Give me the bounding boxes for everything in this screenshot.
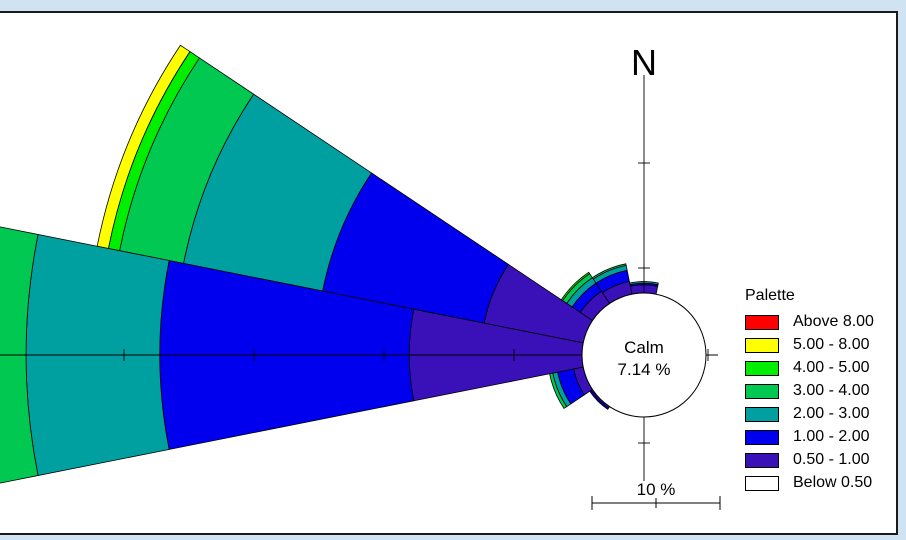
legend-label: 4.00 - 5.00 xyxy=(793,359,870,376)
legend-label: 0.50 - 1.00 xyxy=(793,451,870,468)
legend-label: Above 8.00 xyxy=(793,313,874,330)
legend-label: 2.00 - 3.00 xyxy=(793,405,870,422)
north-label: N xyxy=(631,42,657,83)
legend-label: 1.00 - 2.00 xyxy=(793,428,870,445)
legend-swatch xyxy=(745,315,779,330)
calm-label: Calm xyxy=(624,338,664,357)
legend-title: Palette xyxy=(745,287,795,304)
petal-sw-band-2 xyxy=(589,389,610,410)
wind-rose-chart: Calm 7.14 % N 10 % xyxy=(0,42,721,510)
calm-circle xyxy=(581,292,707,418)
petal-nnw-band-4 xyxy=(591,263,627,280)
legend-swatch xyxy=(745,361,779,376)
chart-frame: Calm 7.14 % N 10 % Palette Above 8.00 5.0… xyxy=(0,11,898,535)
legend-swatch xyxy=(745,453,779,468)
legend-swatch xyxy=(745,476,779,491)
petal-wnw-band-6 xyxy=(96,44,191,249)
legend-label: 3.00 - 4.00 xyxy=(793,382,870,399)
legend-label: Below 0.50 xyxy=(793,474,873,491)
legend-label: 5.00 - 8.00 xyxy=(793,336,870,353)
calm-value: 7.14 % xyxy=(618,360,671,379)
scale-bar xyxy=(591,496,721,510)
petal-wsw-band-4 xyxy=(549,372,568,410)
legend-swatch xyxy=(745,338,779,353)
legend-swatch xyxy=(745,384,779,399)
petal-nw-band-5 xyxy=(560,271,591,302)
legend-swatch xyxy=(745,407,779,422)
legend-swatch xyxy=(745,430,779,445)
scale-label: 10 % xyxy=(637,480,676,499)
